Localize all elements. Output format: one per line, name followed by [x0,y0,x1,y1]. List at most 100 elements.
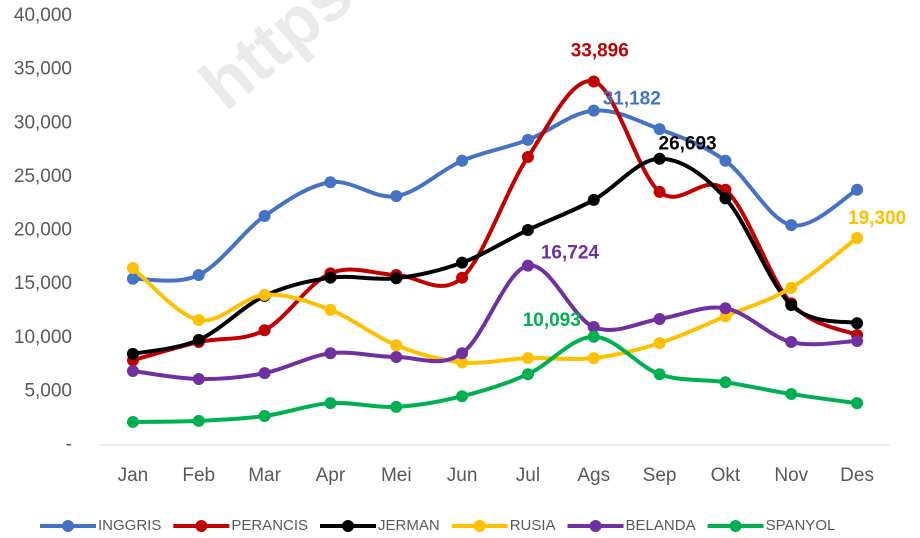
data-point [587,104,600,117]
data-point [851,334,864,347]
data-point [456,347,469,360]
y-tick-label: 25,000 [14,166,72,187]
x-tick-label: Jul [516,465,540,486]
value-label: 33,896 [571,40,629,61]
data-point [521,223,534,236]
data-point [521,133,534,146]
legend-label: RUSIA [510,517,556,534]
data-point [390,351,403,364]
data-point [719,192,732,205]
legend-marker [473,520,486,532]
data-point [587,321,600,334]
data-point [587,193,600,206]
data-point [324,303,337,316]
data-point [521,368,534,381]
data-point [456,271,469,284]
data-point [653,368,666,381]
data-point [258,367,271,380]
y-tick-label: 15,000 [14,273,72,294]
x-tick-label: Nov [774,465,808,486]
data-point [258,324,271,337]
data-point [324,347,337,360]
legend-marker [62,520,74,532]
legend-label: JERMAN [378,517,440,534]
data-point [126,415,139,428]
data-point [587,352,600,365]
data-point [785,219,798,232]
legend-label: BELANDA [626,517,696,534]
data-point [851,183,864,196]
y-tick-label: 30,000 [14,112,72,133]
legend-marker [729,520,742,532]
data-point [851,397,864,410]
series-line [131,236,859,365]
data-point [192,373,205,386]
value-label: 26,693 [659,134,717,155]
data-point [126,347,139,360]
data-point [192,269,205,282]
y-tick-label: 40,000 [14,5,72,26]
x-tick-label: Mei [381,465,412,486]
data-point [785,299,798,312]
x-tick-label: Feb [182,465,215,486]
data-point [390,190,403,203]
x-tick-label: Ags [577,465,610,486]
data-point [785,281,798,294]
x-tick-label: Sep [643,465,677,486]
data-point [390,400,403,413]
x-tick-label: Jun [447,465,478,486]
x-tick-label: Okt [711,465,741,486]
legend-label: INGGRIS [98,517,161,534]
data-point [258,288,271,301]
y-tick-label: 35,000 [14,59,72,80]
data-point [456,154,469,167]
series-line [132,108,859,283]
data-point [324,397,337,410]
data-point [653,185,666,198]
y-tick-label: 10,000 [14,327,72,348]
data-point [851,232,864,245]
data-point [785,336,798,349]
data-point [719,302,732,315]
data-point [521,352,534,365]
data-point [258,410,271,423]
data-point [587,330,600,343]
data-point [851,317,864,330]
x-tick-label: Mar [248,465,281,486]
data-point [456,356,469,369]
data-point [390,339,403,352]
data-point [719,154,732,167]
series-line [132,334,858,424]
data-point [126,364,139,377]
data-point [587,75,600,88]
legend-label: SPANYOL [766,517,836,534]
data-point [785,388,798,401]
value-label: 31,182 [603,89,661,110]
data-point [521,151,534,164]
legend-marker [342,520,355,532]
legend-marker [195,520,208,532]
data-point [192,333,205,346]
data-point [456,256,469,269]
data-point [258,210,271,223]
x-tick-label: Jan [118,465,149,486]
data-point [126,272,139,285]
data-point [521,259,534,272]
x-tick-label: Apr [316,465,346,486]
data-point [192,314,205,327]
data-point [456,390,469,403]
value-label: 19,300 [848,208,906,229]
legend-label: PERANCIS [231,517,308,534]
value-label: 16,724 [541,243,600,264]
y-tick-label: 20,000 [14,220,72,241]
y-tick-label: - [66,434,72,455]
data-point [390,272,403,285]
data-point [192,414,205,427]
data-point [324,271,337,284]
x-tick-label: Des [840,465,874,486]
data-point [653,152,666,165]
value-label: 10,093 [523,310,581,331]
data-point [126,262,139,275]
data-point [653,312,666,325]
